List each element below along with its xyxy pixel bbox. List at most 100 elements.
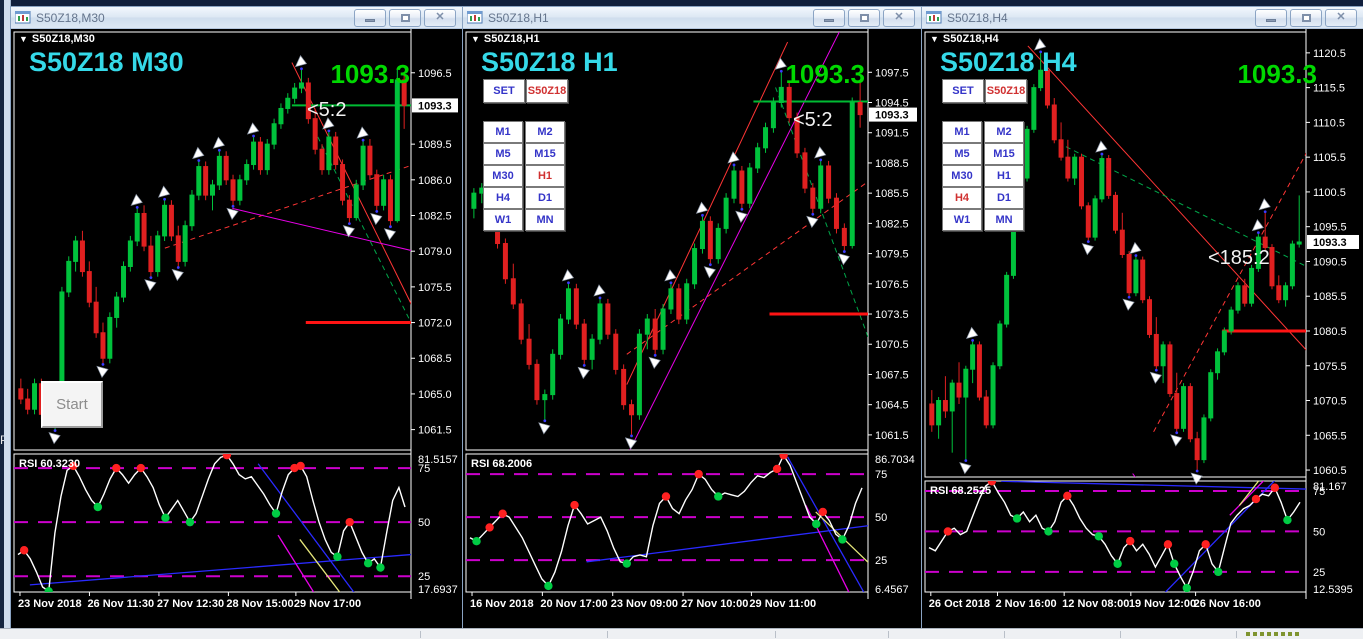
close-button[interactable]: ✕ bbox=[1325, 8, 1357, 27]
candle-body bbox=[79, 240, 85, 273]
tf-button-m30[interactable]: M30 bbox=[483, 165, 523, 187]
candle-body bbox=[949, 382, 955, 412]
candle-body bbox=[1201, 417, 1207, 461]
trend-lines bbox=[615, 29, 880, 480]
trend-line[interactable] bbox=[615, 29, 852, 480]
rsi-trend-line[interactable] bbox=[29, 553, 411, 586]
window-titlebar[interactable]: S50Z18,H1 ✕ bbox=[463, 7, 921, 29]
tf-button-mn[interactable]: MN bbox=[525, 209, 565, 231]
candle-body bbox=[518, 303, 524, 340]
chart-client-m30[interactable]: 1096.5 1089.5 1086.0 1082.5 1079.0 1075.5 1072… bbox=[11, 29, 462, 629]
rsi-trend-line[interactable] bbox=[1229, 476, 1268, 516]
window-controls: ✕ bbox=[1255, 8, 1357, 27]
candle-body bbox=[956, 382, 962, 398]
tf-button-m5[interactable]: M5 bbox=[483, 143, 523, 165]
rsi-trend-line[interactable] bbox=[257, 463, 363, 605]
date-tick-label: 19 Nov 12:00 bbox=[1129, 598, 1196, 610]
minimize-button[interactable] bbox=[813, 8, 845, 27]
rsi-trough-dot bbox=[1182, 583, 1192, 592]
rsi-trough-dot bbox=[472, 536, 481, 546]
tf-button-m15[interactable]: M15 bbox=[525, 143, 565, 165]
minimize-button[interactable] bbox=[1255, 8, 1287, 27]
set-button[interactable]: SET bbox=[942, 79, 984, 103]
trend-line[interactable] bbox=[626, 41, 789, 385]
trend-line[interactable] bbox=[1132, 473, 1184, 544]
restore-button[interactable] bbox=[1290, 8, 1322, 27]
tf-button-m2[interactable]: M2 bbox=[984, 121, 1024, 143]
minimize-button[interactable] bbox=[354, 8, 386, 27]
tf-button-m30[interactable]: M30 bbox=[942, 165, 982, 187]
candle-body bbox=[1051, 104, 1057, 141]
rsi-trough-dot bbox=[161, 513, 170, 523]
close-button[interactable]: ✕ bbox=[883, 8, 915, 27]
chart-canvas[interactable]: 1120.5 1115.5 1110.5 1105.5 1100.5 1095.5 1090… bbox=[922, 29, 1363, 629]
rsi-axis-label: 75 bbox=[875, 469, 887, 481]
trend-line[interactable] bbox=[626, 173, 880, 355]
rsi-trend-line[interactable] bbox=[586, 525, 868, 563]
time-axis: 16 Nov 2018 20 Nov 17:00 23 Nov 09:00 27 No… bbox=[470, 592, 816, 610]
rsi-axis-label: 25 bbox=[418, 571, 430, 583]
risk-ratio-label: <5:2 bbox=[793, 109, 833, 131]
window-titlebar[interactable]: S50Z18,M30 ✕ bbox=[11, 7, 462, 29]
date-tick-label: 20 Nov 17:00 bbox=[540, 598, 607, 610]
rsi-trend-line[interactable] bbox=[299, 539, 350, 605]
candle-body bbox=[723, 197, 729, 229]
rsi-trough-dot bbox=[1044, 527, 1053, 536]
symbol-button[interactable]: S50Z18 bbox=[985, 79, 1027, 103]
restore-button[interactable] bbox=[389, 8, 421, 27]
start-button[interactable]: Start bbox=[41, 381, 103, 428]
candle-body bbox=[141, 212, 147, 247]
tf-button-w1[interactable]: W1 bbox=[942, 209, 982, 231]
restore-button[interactable] bbox=[848, 8, 880, 27]
tf-button-d1[interactable]: D1 bbox=[984, 187, 1024, 209]
rsi-trend-line[interactable] bbox=[787, 456, 868, 600]
tf-button-h4[interactable]: H4 bbox=[483, 187, 523, 209]
tf-button-m2[interactable]: M2 bbox=[525, 121, 565, 143]
rsi-peak-dot bbox=[19, 546, 29, 555]
tf-button-m1[interactable]: M1 bbox=[942, 121, 982, 143]
symbol-button[interactable]: S50Z18 bbox=[526, 79, 568, 103]
rsi-trend-line[interactable] bbox=[277, 534, 322, 605]
price-tick-label: 1067.5 bbox=[875, 369, 909, 381]
tf-button-h4[interactable]: H4 bbox=[942, 187, 982, 209]
candle-body bbox=[285, 97, 291, 109]
trend-line[interactable] bbox=[164, 161, 423, 249]
tf-button-h1[interactable]: H1 bbox=[525, 165, 565, 187]
current-price-display: 1093.3 bbox=[330, 59, 410, 89]
price-tick-label: 1105.5 bbox=[1313, 152, 1346, 164]
candle-body bbox=[189, 194, 195, 227]
rsi-trough-dot bbox=[1012, 514, 1022, 523]
set-button[interactable]: SET bbox=[483, 79, 525, 103]
date-tick-label: 29 Nov 17:00 bbox=[294, 598, 361, 610]
window-title: S50Z18,H4 bbox=[947, 10, 1008, 25]
rsi-peak-dot bbox=[1201, 540, 1210, 549]
window-titlebar[interactable]: S50Z18,H4 ✕ bbox=[922, 7, 1363, 29]
fractal-up-icon bbox=[356, 126, 369, 139]
candle-body bbox=[550, 353, 556, 396]
tf-button-w1[interactable]: W1 bbox=[483, 209, 523, 231]
tf-button-m5[interactable]: M5 bbox=[942, 143, 982, 165]
trend-line[interactable] bbox=[232, 207, 423, 253]
rsi-axis-label: 50 bbox=[1313, 526, 1325, 538]
close-icon: ✕ bbox=[435, 11, 445, 23]
rsi-trend-line[interactable] bbox=[815, 511, 880, 574]
candle-body bbox=[223, 155, 229, 181]
candle-body bbox=[367, 145, 373, 176]
chart-canvas[interactable]: 1097.5 1094.5 1091.5 1088.5 1085.5 1082.5 1079… bbox=[463, 29, 921, 629]
rsi-trough-dot bbox=[714, 492, 723, 501]
rsi-trend-line[interactable] bbox=[1238, 476, 1262, 506]
tf-button-mn[interactable]: MN bbox=[984, 209, 1024, 231]
chart-client-h4[interactable]: 1120.5 1115.5 1110.5 1105.5 1100.5 1095.5 1090… bbox=[922, 29, 1363, 629]
tf-button-d1[interactable]: D1 bbox=[525, 187, 565, 209]
chart-canvas[interactable]: 1096.5 1089.5 1086.0 1082.5 1079.0 1075.5 1072… bbox=[11, 29, 462, 629]
tf-button-m1[interactable]: M1 bbox=[483, 121, 523, 143]
trend-line[interactable] bbox=[1153, 133, 1318, 433]
trend-line[interactable] bbox=[1027, 45, 1318, 362]
rsi-trend-line[interactable] bbox=[1001, 481, 1317, 490]
tf-button-m15[interactable]: M15 bbox=[984, 143, 1024, 165]
close-button[interactable]: ✕ bbox=[424, 8, 456, 27]
candle-body bbox=[134, 212, 140, 242]
chart-client-h1[interactable]: 1097.5 1094.5 1091.5 1088.5 1085.5 1082.5 1079… bbox=[463, 29, 921, 629]
candle-body bbox=[963, 368, 969, 398]
tf-button-h1[interactable]: H1 bbox=[984, 165, 1024, 187]
